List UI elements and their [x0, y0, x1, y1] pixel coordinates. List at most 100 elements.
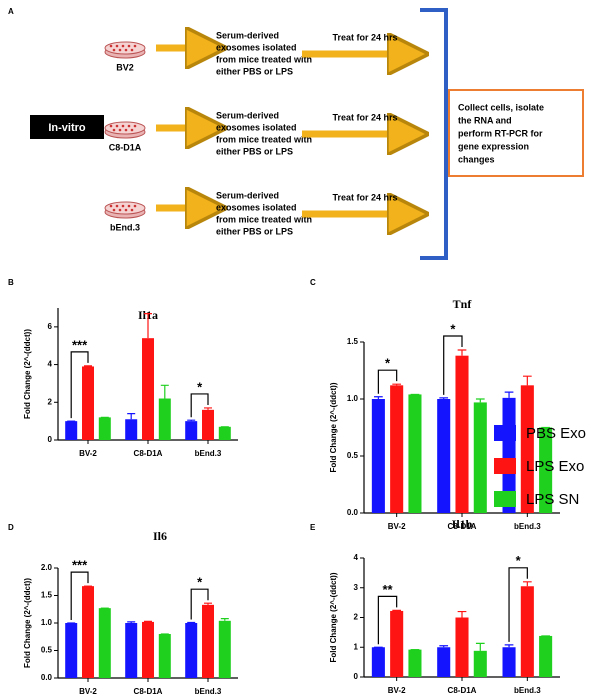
description: from mice treated with — [216, 134, 312, 144]
bar — [158, 398, 171, 440]
significance-bracket — [70, 351, 89, 419]
bar — [371, 399, 385, 513]
y-axis-label: Fold Change (2^-(ddct)) — [23, 578, 32, 668]
description: Serum-derived — [216, 110, 279, 120]
significance-bracket — [70, 571, 89, 620]
y-axis-label: Fold Change (2^-(ddct)) — [329, 382, 338, 472]
y-tick-label: 2 — [48, 397, 53, 406]
error-bar — [475, 398, 485, 403]
bar — [390, 385, 404, 513]
y-tick-label: 0 — [354, 672, 359, 681]
x-tick-label: bEnd.3 — [514, 522, 541, 531]
description: either PBS or LPS — [216, 146, 293, 156]
significance-bracket — [508, 567, 528, 642]
legend: PBS Exo LPS Exo LPS SN — [494, 425, 586, 508]
dish-top — [104, 41, 146, 55]
bar — [455, 355, 469, 513]
bar — [82, 366, 94, 440]
chart-title: Il6 — [153, 529, 167, 543]
bar — [218, 426, 231, 440]
error-bar — [84, 365, 92, 367]
bar — [390, 610, 404, 677]
bar — [202, 604, 214, 678]
bar — [125, 623, 138, 678]
bar — [520, 586, 534, 677]
error-bar — [439, 645, 449, 648]
result-text: the RNA and — [458, 115, 512, 125]
in-vitro-label: In-vitro — [48, 122, 86, 134]
panel-label: B — [8, 278, 14, 287]
bar — [125, 419, 138, 440]
bar — [65, 623, 78, 678]
description: from mice treated with — [216, 54, 312, 64]
bar — [185, 421, 198, 440]
x-tick-label: C8-D1A — [448, 686, 477, 695]
cell-dot — [121, 204, 125, 208]
bar — [98, 608, 111, 678]
error-bar — [522, 375, 532, 386]
cell-dot — [121, 44, 125, 48]
bar — [520, 385, 534, 513]
cell-dot — [124, 208, 128, 212]
cell-dot — [109, 204, 113, 208]
x-tick-label: BV-2 — [79, 687, 97, 696]
bar — [65, 421, 78, 440]
treatment: Treat for 24 hrs — [332, 32, 397, 42]
bar — [202, 409, 214, 440]
error-bar — [144, 313, 152, 339]
legend-label: LPS SN — [526, 491, 579, 508]
error-bar — [204, 407, 212, 410]
error-bar — [504, 391, 514, 398]
cell-dot — [133, 124, 137, 128]
y-axis-label: Fold Change (2^-(ddct)) — [329, 572, 338, 662]
legend-swatch — [494, 458, 516, 474]
bar — [218, 620, 231, 678]
description: Serum-derived — [216, 190, 279, 200]
description: either PBS or LPS — [216, 66, 293, 76]
bar — [473, 402, 487, 513]
x-tick-label: C8-D1A — [134, 449, 163, 458]
y-tick-label: 0.0 — [347, 508, 359, 517]
error-bar — [392, 609, 402, 611]
description: exosomes isolated — [216, 122, 297, 132]
y-tick-label: 6 — [48, 322, 53, 331]
x-tick-label: C8-D1A — [134, 687, 163, 696]
significance: * — [197, 379, 203, 394]
y-tick-label: 3 — [354, 583, 359, 592]
bar — [185, 623, 198, 678]
legend-swatch — [494, 491, 516, 507]
significance: * — [450, 321, 456, 336]
error-bar — [504, 644, 514, 648]
significance: * — [516, 553, 522, 568]
y-tick-label: 0.5 — [41, 646, 53, 655]
treatment: Treat for 24 hrs — [332, 112, 397, 122]
error-bar — [522, 581, 532, 587]
description: from mice treated with — [216, 214, 312, 224]
significance-bracket — [377, 369, 398, 394]
dish-top — [104, 121, 146, 135]
y-tick-label: 4 — [48, 360, 53, 369]
chart-title: Tnf — [453, 297, 473, 311]
panel-label: E — [310, 523, 316, 532]
cell-dot — [115, 204, 119, 208]
y-tick-label: 0.0 — [41, 673, 53, 682]
y-tick-label: 2 — [354, 613, 359, 622]
result-box — [448, 89, 584, 177]
bar — [455, 617, 469, 677]
cell-name: bEnd.3 — [110, 222, 140, 232]
diagram: BV2 Serum-derived exosomes isolated from mi… — [104, 30, 544, 236]
cell-dot — [118, 128, 122, 132]
dish-top — [104, 201, 146, 215]
y-tick-label: 0.5 — [347, 451, 359, 460]
cell-dot — [127, 124, 131, 128]
x-tick-label: C8-D1A — [448, 522, 477, 531]
cell-dot — [118, 48, 122, 52]
error-bar — [374, 396, 383, 399]
cell-dot — [127, 44, 131, 48]
cell-dot — [112, 48, 116, 52]
error-bar — [392, 383, 402, 386]
bar — [142, 621, 154, 678]
y-tick-label: 4 — [354, 553, 359, 562]
